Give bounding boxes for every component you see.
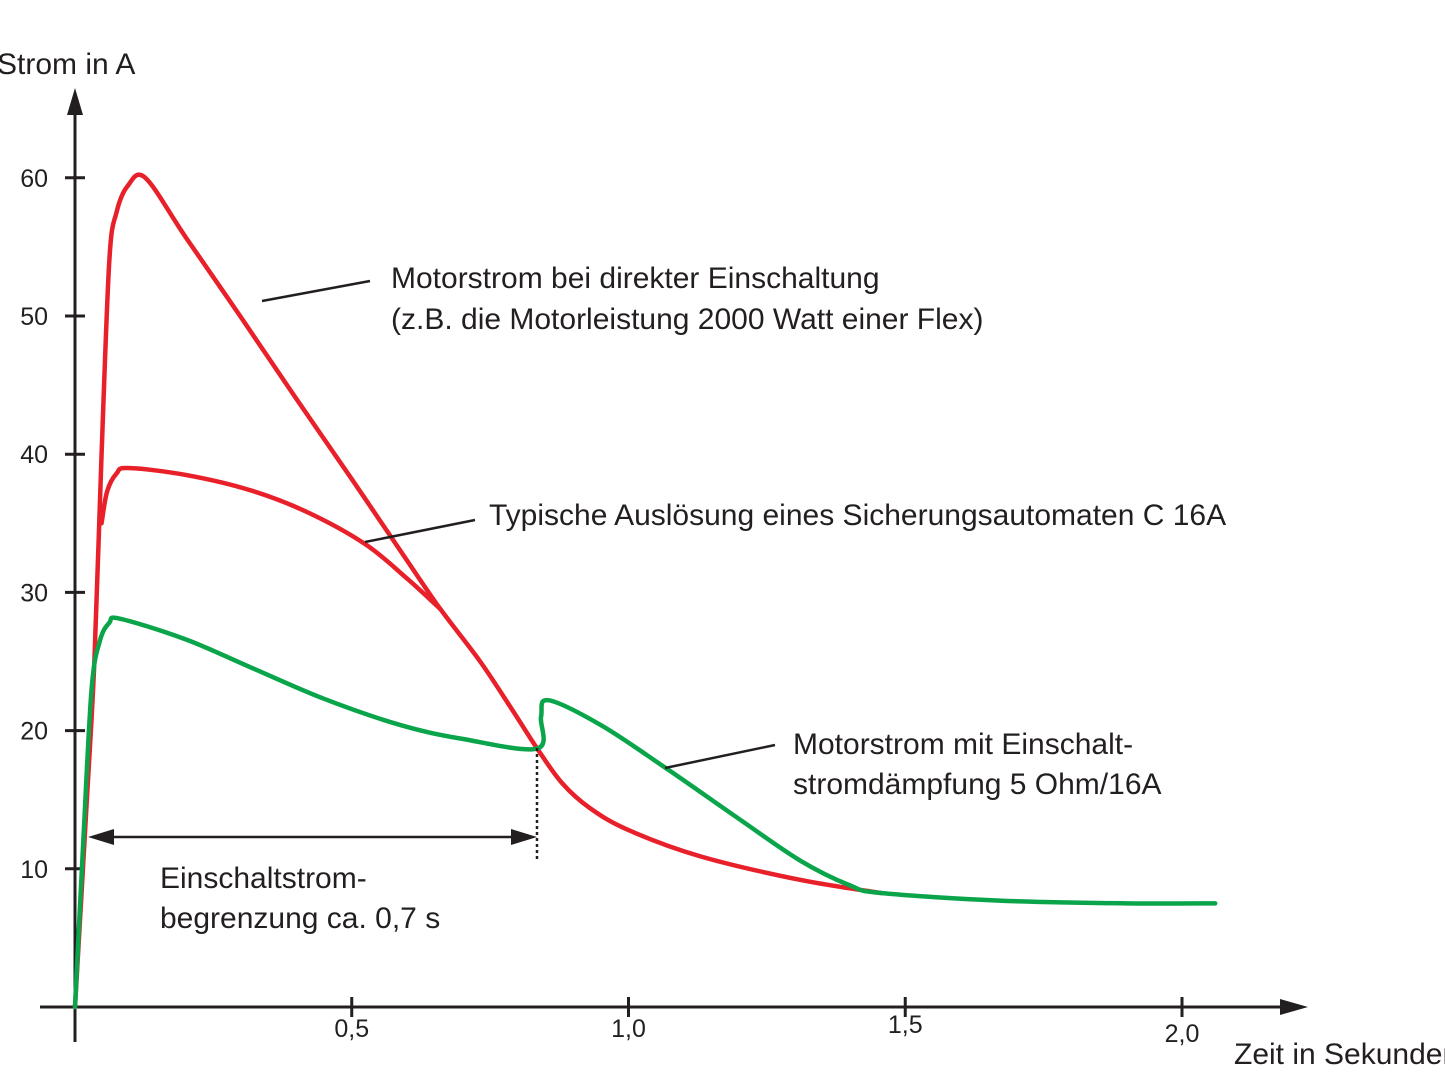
y-tick-label: 10: [20, 856, 48, 884]
series-line-2: [72, 615, 1218, 1010]
series-line-0: [72, 172, 884, 1010]
annotation-limit-1: Einschaltstrom-: [160, 862, 367, 895]
leader-line-direct: [261, 279, 371, 303]
x-axis-label: Zeit in Sekunden: [1234, 1038, 1445, 1071]
y-tick-label: 40: [20, 441, 48, 469]
y-tick-label: 20: [20, 718, 48, 746]
y-axis-arrow-icon: [67, 88, 83, 115]
annotation-damped-2: stromdämpfung 5 Ohm/16A: [793, 768, 1162, 801]
duration-arrow-right-icon: [511, 829, 537, 845]
axes: [40, 88, 1308, 1042]
x-tick-label: 0,5: [334, 1015, 369, 1043]
leader-line-breaker: [364, 518, 476, 544]
y-tick-label: 50: [20, 303, 48, 331]
series-line-1: [99, 465, 443, 612]
x-tick-label: 1,0: [611, 1015, 646, 1043]
annotation-direct-2: (z.B. die Motorleistung 2000 Watt einer …: [391, 303, 983, 336]
annotation-limit-2: begrenzung ca. 0,7 s: [160, 902, 440, 935]
y-tick-label: 30: [20, 579, 48, 607]
annotation-breaker: Typische Auslösung eines Sicherungsautom…: [489, 499, 1226, 532]
x-tick-label: 1,5: [888, 1011, 923, 1039]
x-tick-label: 2,0: [1165, 1020, 1200, 1048]
annotation-damped-1: Motorstrom mit Einschalt-: [793, 728, 1133, 761]
annotation-direct-1: Motorstrom bei direkter Einschaltung: [391, 262, 880, 295]
leader-line-damped: [664, 743, 776, 770]
x-axis-arrow-icon: [1280, 999, 1308, 1015]
duration-arrow-left-icon: [88, 829, 114, 845]
y-axis-label: Strom in A: [0, 48, 135, 81]
y-tick-label: 60: [20, 165, 48, 193]
